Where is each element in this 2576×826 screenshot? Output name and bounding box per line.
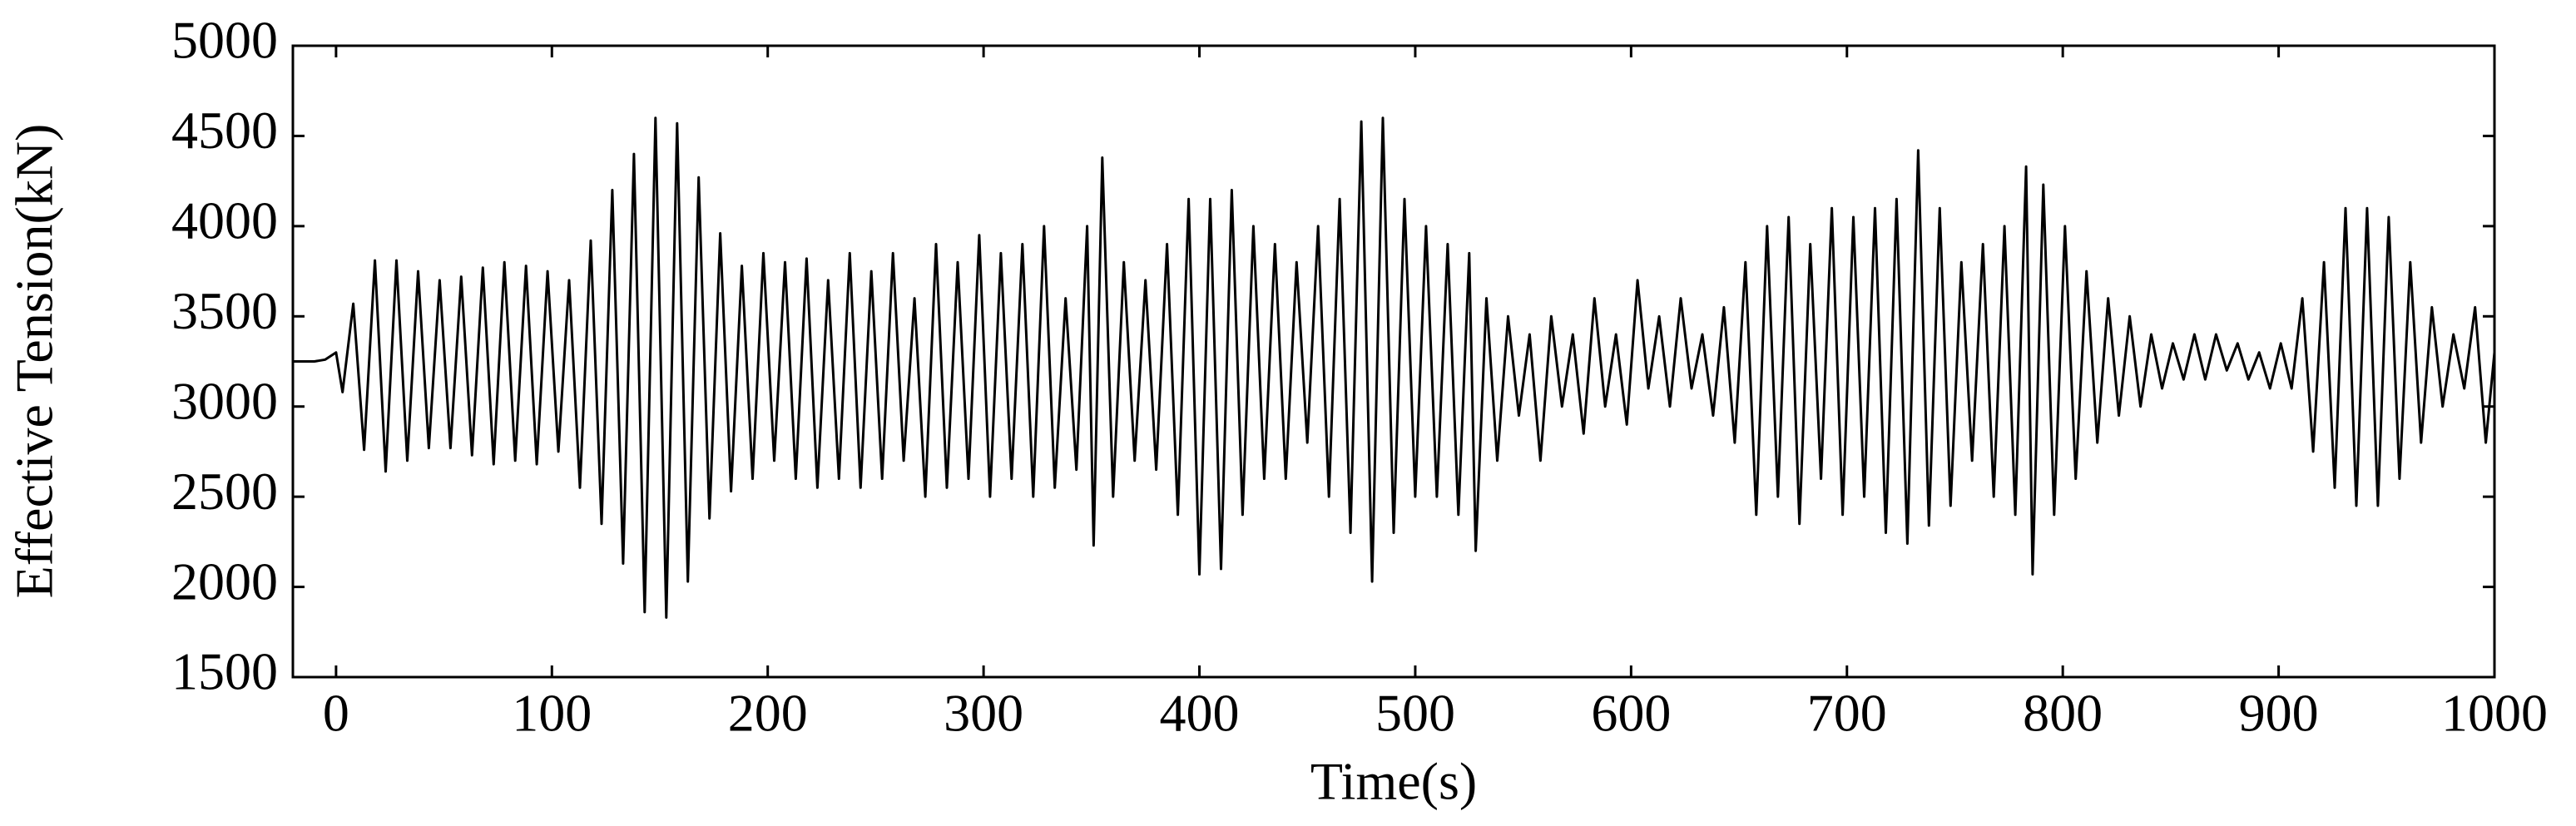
y-tick-label: 3500 [171, 281, 278, 340]
x-tick-label: 200 [728, 684, 808, 743]
y-tick-label: 4000 [171, 191, 278, 250]
y-tick-label: 5000 [171, 11, 278, 70]
y-tick-label: 2500 [171, 462, 278, 521]
x-tick-label: 1000 [2441, 684, 2548, 743]
x-tick-label: 100 [512, 684, 592, 743]
plot-frame [291, 44, 2496, 679]
data-line [293, 116, 2496, 619]
x-tick-label: 700 [1807, 684, 1887, 743]
x-tick-label: 400 [1160, 684, 1240, 743]
y-tick-label: 4500 [171, 101, 278, 160]
x-tick-label: 0 [323, 684, 349, 743]
y-tick-label: 1500 [171, 642, 278, 701]
x-tick-label: 300 [944, 684, 1023, 743]
y-axis-label: Effective Tension(kN) [5, 124, 64, 599]
x-tick-label: 900 [2239, 684, 2319, 743]
y-tick-label: 3000 [171, 371, 278, 430]
y-tick-label: 2000 [171, 551, 278, 611]
x-tick-label: 500 [1375, 684, 1455, 743]
x-axis-label: Time(s) [1310, 752, 1477, 811]
x-tick-label: 600 [1591, 684, 1671, 743]
x-tick-label: 800 [2023, 684, 2103, 743]
